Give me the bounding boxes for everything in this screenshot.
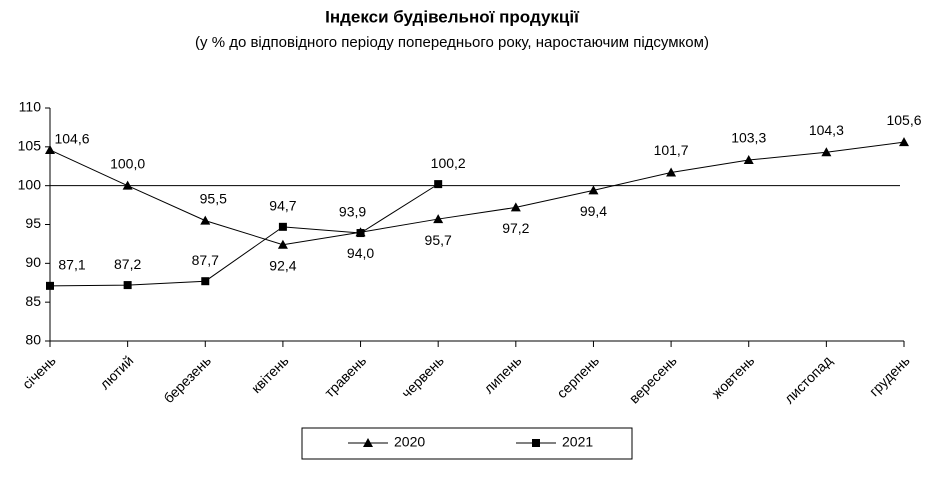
legend-label: 2020 xyxy=(394,434,425,450)
data-point xyxy=(123,281,132,290)
y-tick-label: 95 xyxy=(25,215,41,231)
data-point xyxy=(200,215,211,225)
x-tick-label: липень xyxy=(480,352,524,396)
data-point xyxy=(356,229,365,238)
data-point xyxy=(666,167,677,177)
x-tick-label: листопад xyxy=(781,352,835,406)
x-tick-label: грудень xyxy=(866,352,913,399)
data-point xyxy=(821,147,832,157)
legend-label: 2021 xyxy=(562,434,593,450)
y-tick-label: 80 xyxy=(25,332,41,348)
x-tick-label: березень xyxy=(160,352,214,406)
x-tick-label: травень xyxy=(321,352,369,400)
x-tick-label: квітень xyxy=(248,352,292,396)
y-tick-label: 100 xyxy=(18,176,42,192)
x-tick-label: жовтень xyxy=(708,352,757,401)
series-line xyxy=(49,141,905,246)
data-label: 93,9 xyxy=(339,204,366,220)
data-label: 94,0 xyxy=(347,245,374,261)
x-tick-label: червень xyxy=(398,352,447,401)
chart-subtitle: (у % до відповідного періоду попередньог… xyxy=(195,34,709,51)
data-point xyxy=(588,185,599,195)
data-point xyxy=(743,155,754,165)
data-label: 105,6 xyxy=(886,112,921,128)
chart-title: Індекси будівельної продукції xyxy=(325,7,580,26)
data-label: 95,5 xyxy=(200,190,227,206)
data-point xyxy=(510,202,521,212)
series-line xyxy=(49,183,439,287)
data-label: 87,2 xyxy=(114,256,141,272)
legend-marker xyxy=(363,438,373,447)
data-label: 100,0 xyxy=(110,155,145,171)
legend-marker xyxy=(532,439,540,447)
y-tick-label: 110 xyxy=(19,99,42,115)
x-tick-label: січень xyxy=(19,352,59,392)
legend-box xyxy=(301,427,633,460)
y-tick-label: 105 xyxy=(18,138,42,154)
data-point xyxy=(433,214,444,224)
data-point xyxy=(434,180,443,189)
data-label: 94,7 xyxy=(269,198,296,214)
data-label: 99,4 xyxy=(580,203,607,219)
data-label: 103,3 xyxy=(731,130,766,146)
data-label: 97,2 xyxy=(502,220,529,236)
data-point xyxy=(278,222,287,231)
data-point xyxy=(899,137,909,147)
x-tick-label: лютий xyxy=(96,352,136,392)
data-label: 100,2 xyxy=(431,155,466,171)
data-label: 104,6 xyxy=(54,131,89,147)
data-label: 92,4 xyxy=(269,257,296,273)
data-label: 95,7 xyxy=(425,232,452,248)
x-tick-label: вересень xyxy=(626,352,680,406)
x-tick-label: серпень xyxy=(553,352,602,401)
data-point xyxy=(122,180,133,190)
y-tick-label: 90 xyxy=(25,254,41,270)
data-label: 101,7 xyxy=(654,142,689,158)
data-label: 104,3 xyxy=(809,122,844,138)
data-point xyxy=(277,239,288,249)
data-label: 87,1 xyxy=(58,257,85,273)
y-tick-label: 85 xyxy=(25,293,41,309)
data-point xyxy=(46,281,54,290)
data-label: 87,7 xyxy=(192,252,219,268)
data-point xyxy=(45,144,55,154)
data-point xyxy=(201,277,210,286)
